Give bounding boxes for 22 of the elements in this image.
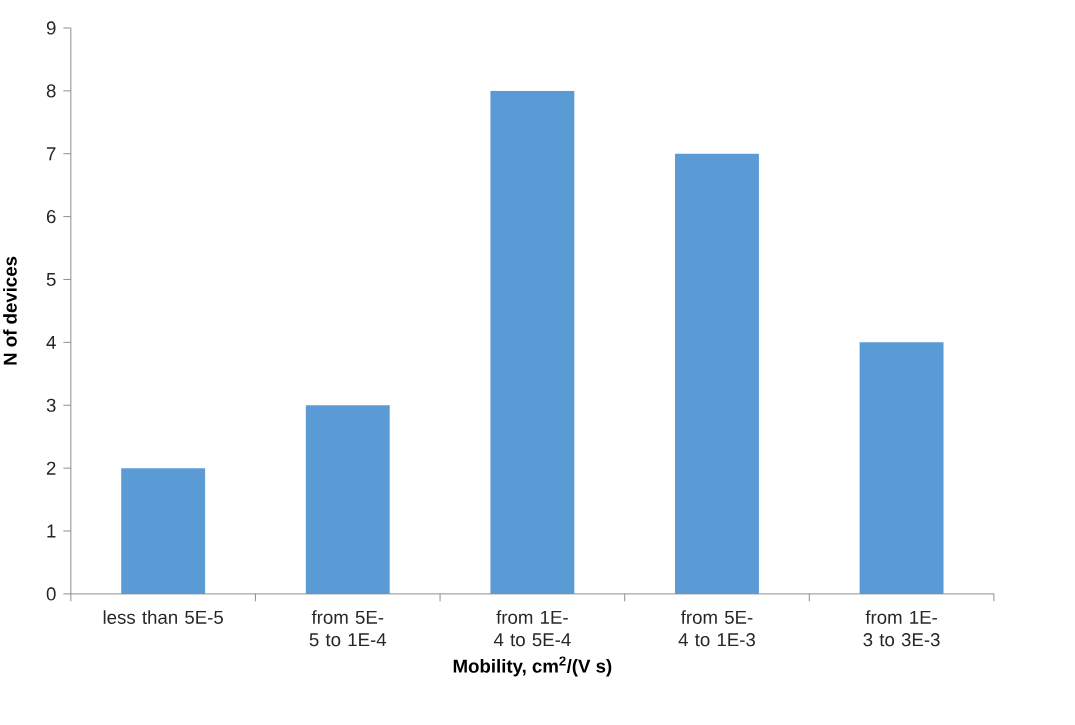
x-tick-label: from 5E-5 to 1E-4 <box>309 610 387 647</box>
y-tick-label: 6 <box>46 209 56 224</box>
y-tick-label: 7 <box>46 147 56 160</box>
y-tick-label: 1 <box>47 524 56 538</box>
x-axis-title: Mobility, cm$^{2}$/(V s) <box>453 656 612 677</box>
y-tick-label: 8 <box>46 84 56 98</box>
bar <box>121 467 206 594</box>
x-tick-label: from 5E-4 to 1E-3 <box>678 610 756 647</box>
y-tick-label: 9 <box>46 21 56 35</box>
y-tick-label: 2 <box>46 461 56 475</box>
x-tick-label: less than 5E-5 <box>103 610 223 624</box>
y-tick-label: 4 <box>46 335 56 349</box>
bar <box>490 90 575 594</box>
y-tick-label: 5 <box>46 272 56 286</box>
bar <box>305 405 390 594</box>
y-tick-label: 3 <box>46 398 56 412</box>
bar <box>859 342 944 594</box>
x-tick-label: from 1E-4 to 5E-4 <box>493 610 571 647</box>
y-axis-title: N of devices <box>3 256 17 365</box>
x-tick-label: from 1E-3 to 3E-3 <box>863 610 940 647</box>
bar <box>675 153 759 594</box>
y-tick-label: 0 <box>46 587 56 601</box>
